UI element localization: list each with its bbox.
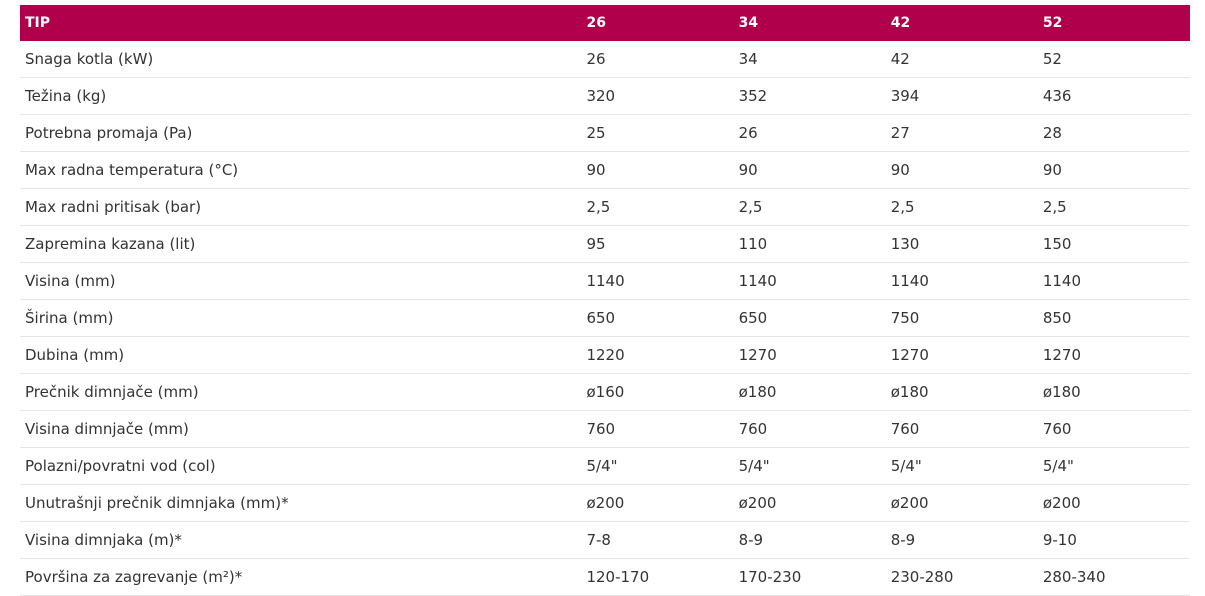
row-label: Visina (mm)	[20, 262, 582, 300]
cell: 2,5	[885, 188, 1038, 226]
cell: 25	[581, 114, 734, 152]
cell: 2,5	[581, 188, 734, 226]
cell: ø200	[733, 484, 886, 522]
cell: 5/4"	[885, 447, 1038, 485]
cell: 28	[1037, 114, 1190, 152]
cell: 42	[885, 41, 1038, 78]
cell: 280-340	[1037, 558, 1190, 596]
cell: 110	[733, 225, 886, 263]
cell: 394	[885, 77, 1038, 115]
cell: ø200	[1037, 484, 1190, 522]
cell: 90	[1037, 151, 1190, 189]
cell: 7-8	[581, 521, 734, 559]
cell: 1270	[885, 336, 1038, 374]
row-label: Unutrašnji prečnik dimnjaka (mm)*	[20, 484, 582, 522]
row-label: Snaga kotla (kW)	[20, 41, 582, 78]
row-label: Težina (kg)	[20, 77, 582, 115]
row-label: Visina dimnjaka (m)*	[20, 521, 582, 559]
row-label: Zapremina kazana (lit)	[20, 225, 582, 263]
cell: 120-170	[581, 558, 734, 596]
row-label: Površina za zagrevanje (m²)*	[20, 558, 582, 596]
cell: 52	[1037, 41, 1190, 78]
header-row: TIP 26 34 42 52	[20, 5, 1190, 41]
cell: 8-9	[885, 521, 1038, 559]
cell: 1140	[1037, 262, 1190, 300]
cell: 1140	[581, 262, 734, 300]
cell: ø180	[733, 373, 886, 411]
cell: 650	[581, 299, 734, 337]
cell: 352	[733, 77, 886, 115]
row-label: Prečnik dimnjače (mm)	[20, 373, 582, 411]
cell: 760	[581, 410, 734, 448]
row: Težina (kg) 320 352 394 436	[20, 77, 1190, 115]
row-label: Širina (mm)	[20, 299, 582, 337]
cell: 1270	[1037, 336, 1190, 374]
row: Polazni/povratni vod (col) 5/4" 5/4" 5/4" 5/…	[20, 447, 1190, 485]
row: Prečnik dimnjače (mm) ø160 ø180 ø180 ø180	[20, 373, 1190, 411]
cell: 760	[1037, 410, 1190, 448]
row-label: Dubina (mm)	[20, 336, 582, 374]
row: Zapremina kazana (lit) 95 110 130 150	[20, 225, 1190, 263]
cell: 5/4"	[1037, 447, 1190, 485]
row: Unutrašnji prečnik dimnjaka (mm)* ø200 ø20…	[20, 484, 1190, 522]
cell: 5/4"	[581, 447, 734, 485]
row: Potrebna promaja (Pa) 25 26 27 28	[20, 114, 1190, 152]
cell: 436	[1037, 77, 1190, 115]
row: Max radna temperatura (°C) 90 90 90 90	[20, 151, 1190, 189]
cell: 750	[885, 299, 1038, 337]
cell: 26	[733, 114, 886, 152]
cell: 650	[733, 299, 886, 337]
cell: 760	[885, 410, 1038, 448]
cell: 170-230	[733, 558, 886, 596]
cell: 150	[1037, 225, 1190, 263]
header-cell: 34	[733, 5, 886, 41]
header-cell: 52	[1037, 5, 1190, 41]
cell: 850	[1037, 299, 1190, 337]
cell: 1270	[733, 336, 886, 374]
cell: 1140	[733, 262, 886, 300]
cell: 27	[885, 114, 1038, 152]
cell: 90	[733, 151, 886, 189]
row: Visina (mm) 1140 1140 1140 1140	[20, 262, 1190, 300]
spec-table-wrap: TIP 26 34 42 52 Snaga kotla (kW) 26 34 42 52 Teži…	[20, 5, 1190, 596]
cell: ø160	[581, 373, 734, 411]
row-label: Max radna temperatura (°C)	[20, 151, 582, 189]
cell: 2,5	[1037, 188, 1190, 226]
cell: 26	[581, 41, 734, 78]
header-cell: TIP	[20, 5, 582, 41]
cell: ø180	[885, 373, 1038, 411]
row: Visina dimnjače (mm) 760 760 760 760	[20, 410, 1190, 448]
header-cell: 26	[581, 5, 734, 41]
cell: ø200	[581, 484, 734, 522]
cell: 2,5	[733, 188, 886, 226]
cell: 9-10	[1037, 521, 1190, 559]
row: Površina za zagrevanje (m²)* 120-170 170-2…	[20, 558, 1190, 596]
row-label: Polazni/povratni vod (col)	[20, 447, 582, 485]
spec-table: TIP 26 34 42 52 Snaga kotla (kW) 26 34 42 52 Teži…	[20, 5, 1190, 596]
row: Dubina (mm) 1220 1270 1270 1270	[20, 336, 1190, 374]
row-label: Potrebna promaja (Pa)	[20, 114, 582, 152]
row: Max radni pritisak (bar) 2,5 2,5 2,5 2,5	[20, 188, 1190, 226]
row: Visina dimnjaka (m)* 7-8 8-9 8-9 9-10	[20, 521, 1190, 559]
cell: 320	[581, 77, 734, 115]
cell: ø180	[1037, 373, 1190, 411]
row-label: Max radni pritisak (bar)	[20, 188, 582, 226]
cell: 90	[581, 151, 734, 189]
cell: 230-280	[885, 558, 1038, 596]
cell: 5/4"	[733, 447, 886, 485]
header-cell: 42	[885, 5, 1038, 41]
cell: 34	[733, 41, 886, 78]
cell: 1220	[581, 336, 734, 374]
row: Širina (mm) 650 650 750 850	[20, 299, 1190, 337]
cell: 8-9	[733, 521, 886, 559]
cell: 760	[733, 410, 886, 448]
cell: ø200	[885, 484, 1038, 522]
cell: 1140	[885, 262, 1038, 300]
cell: 90	[885, 151, 1038, 189]
cell: 130	[885, 225, 1038, 263]
row-label: Visina dimnjače (mm)	[20, 410, 582, 448]
row: Snaga kotla (kW) 26 34 42 52	[20, 41, 1190, 78]
cell: 95	[581, 225, 734, 263]
